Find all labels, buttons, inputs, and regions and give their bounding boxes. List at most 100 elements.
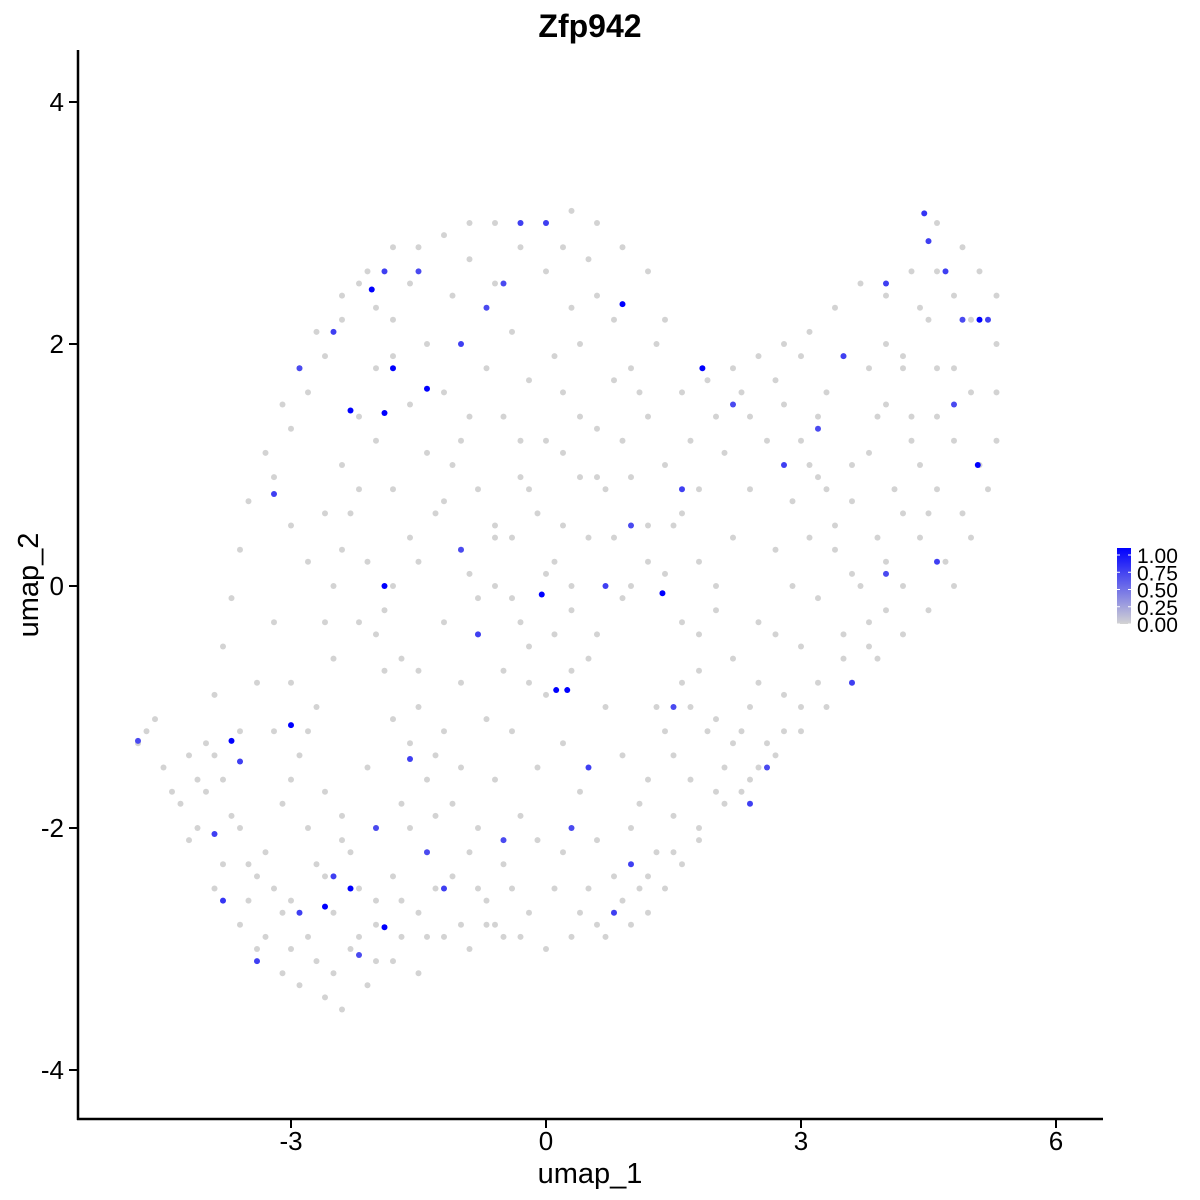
cell-point [645, 413, 651, 420]
cell-point [611, 377, 617, 384]
cell-point [594, 474, 600, 481]
cell-point [815, 679, 821, 686]
cell-point [840, 655, 847, 662]
cell-point [424, 449, 430, 456]
cell-point [900, 583, 906, 589]
expressing-cell-point [543, 220, 549, 226]
cell-point [713, 788, 719, 795]
cell-point [636, 389, 643, 396]
cell-point [679, 619, 685, 626]
cell-point [636, 885, 643, 892]
cell-point [271, 885, 277, 892]
x-tick-label: -3 [279, 1126, 302, 1156]
cell-point [373, 365, 379, 372]
cell-point [245, 897, 252, 904]
cell-point [339, 316, 345, 323]
cell-point [874, 413, 881, 420]
cell-point [645, 522, 651, 529]
expressing-cell-point [458, 546, 464, 553]
cell-point [415, 909, 422, 916]
cell-point [781, 401, 787, 408]
cell-point [662, 316, 668, 323]
cell-point [356, 619, 362, 626]
cell-point [381, 667, 388, 674]
cell-point [449, 462, 456, 468]
cell-point [177, 800, 184, 807]
cell-point [772, 752, 779, 759]
cell-point [747, 413, 753, 420]
cell-point [271, 728, 277, 735]
cell-point [568, 583, 575, 589]
cell-point [271, 619, 277, 626]
expressing-cell-point [815, 425, 821, 432]
cell-point [526, 486, 532, 493]
y-axis-title: umap_2 [13, 533, 45, 638]
cell-point [543, 268, 549, 275]
cell-point [390, 486, 396, 493]
cell-point [611, 534, 617, 541]
cell-point [662, 462, 668, 468]
cell-point [704, 728, 711, 735]
cell-point [322, 788, 328, 795]
expressing-cell-point [296, 909, 303, 916]
cell-point [679, 679, 685, 686]
cell-point [407, 280, 413, 287]
cell-point [730, 655, 736, 662]
cell-point [594, 220, 600, 226]
cell-point [747, 776, 753, 783]
cell-point [602, 486, 609, 493]
cell-point [254, 946, 260, 952]
cell-point [449, 873, 456, 880]
cell-point [296, 752, 303, 759]
cell-point [517, 474, 524, 481]
cell-point [475, 885, 481, 892]
cell-point [458, 437, 464, 444]
cell-point [653, 704, 660, 710]
cell-point [993, 341, 1000, 347]
cell-point [551, 558, 558, 565]
cell-point [976, 268, 983, 275]
cell-point [585, 534, 592, 541]
cell-point [602, 704, 609, 710]
cell-point [279, 970, 286, 977]
expressing-cell-point [670, 704, 677, 710]
cell-point [373, 437, 379, 444]
expressing-cell-point [330, 328, 337, 335]
cell-point [373, 958, 379, 965]
cell-point [883, 292, 889, 299]
cell-point [687, 704, 694, 710]
expressing-cell-point [458, 341, 464, 347]
cell-point [730, 365, 736, 372]
cell-point [373, 921, 379, 928]
expressing-cell-point [925, 238, 932, 245]
cell-point [313, 328, 320, 335]
cell-point [483, 716, 490, 723]
colorbar-labels: 1.000.750.500.250.00 [1117, 545, 1178, 637]
expressing-cell-point [628, 522, 634, 529]
cell-point [194, 825, 201, 831]
cell-point [330, 655, 337, 662]
cell-point [602, 933, 609, 940]
cell-point [696, 837, 702, 844]
cell-point [755, 619, 762, 626]
cell-point [390, 583, 396, 589]
cell-point [322, 873, 328, 880]
cell-point [500, 933, 507, 940]
expressing-cell-point [883, 280, 889, 287]
expressing-cell-point [347, 885, 354, 892]
cell-point [466, 413, 473, 420]
expressing-cell-point [934, 558, 940, 565]
cell-point [347, 849, 354, 856]
cell-point [721, 764, 728, 771]
expressing-cell-point [602, 583, 609, 589]
cell-point [968, 389, 974, 396]
cell-point [466, 256, 473, 263]
cell-point [917, 534, 923, 541]
cell-point [237, 921, 243, 928]
cell-point [730, 534, 736, 541]
expressing-cell-point [415, 268, 422, 275]
expressing-cell-point [976, 316, 983, 323]
cell-point [849, 462, 855, 468]
cell-point [832, 546, 838, 553]
cell-point [679, 389, 685, 396]
